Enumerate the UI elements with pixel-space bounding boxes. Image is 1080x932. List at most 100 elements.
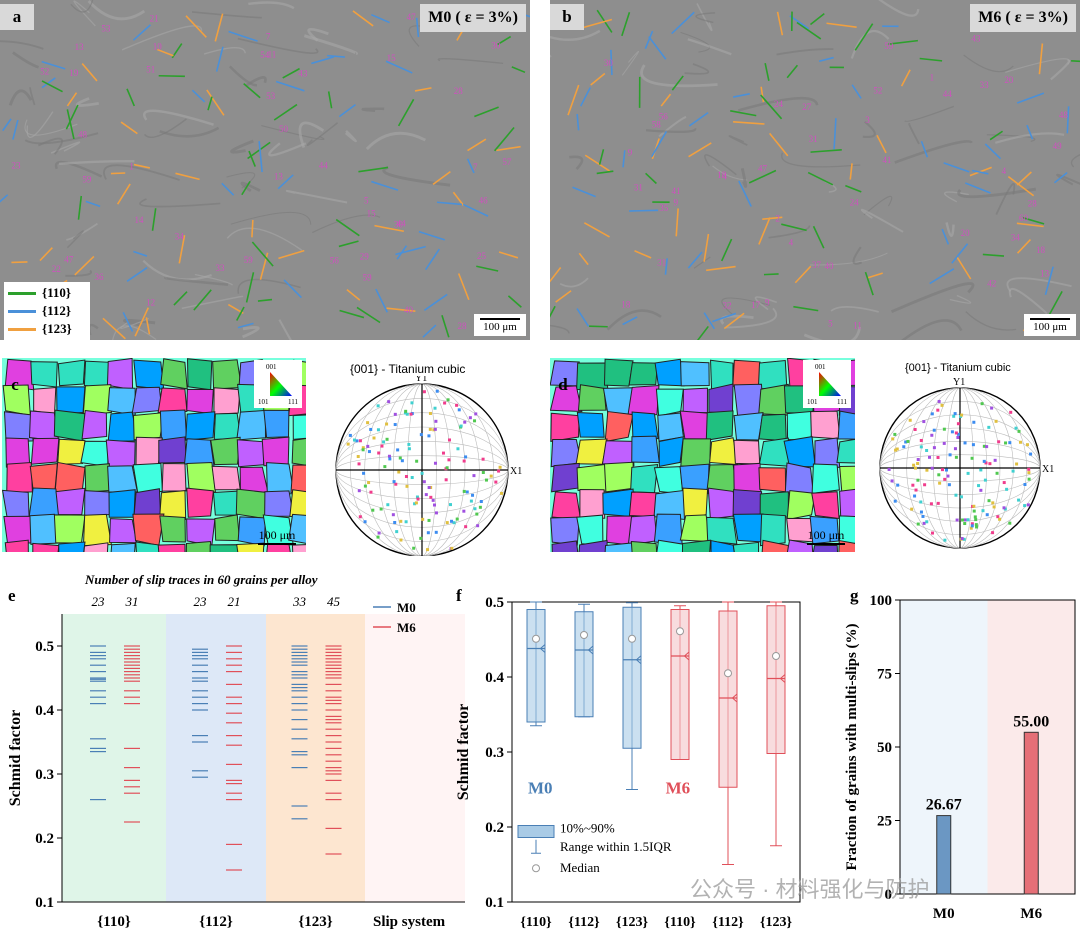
svg-text:47: 47 — [64, 254, 74, 264]
svg-text:52: 52 — [40, 67, 49, 77]
svg-text:15: 15 — [387, 53, 397, 63]
svg-text:48: 48 — [78, 130, 88, 140]
panel-label-g: g — [850, 586, 859, 605]
svg-text:60: 60 — [1019, 213, 1029, 223]
svg-text:18: 18 — [621, 299, 631, 309]
y-tick-label: 0.5 — [35, 639, 54, 655]
svg-text:20: 20 — [1004, 75, 1014, 85]
legend-item-112: {112} — [8, 302, 86, 320]
svg-text:34: 34 — [1011, 232, 1021, 242]
scale-bar-line — [807, 543, 845, 545]
ipf-label-001: 001 — [815, 363, 826, 371]
svg-text:53: 53 — [101, 24, 111, 34]
svg-text:46: 46 — [479, 196, 489, 206]
legend-median-icon — [532, 864, 540, 873]
bar-M6 — [1023, 731, 1039, 895]
x-category-label: {112} — [712, 915, 744, 930]
panel-label-e: e — [8, 586, 16, 605]
svg-text:28: 28 — [454, 86, 464, 96]
svg-text:48: 48 — [1059, 110, 1069, 120]
svg-text:3: 3 — [865, 115, 870, 125]
ebsd-map-d: d 001 101 111 100 μm — [550, 358, 855, 552]
svg-text:30: 30 — [604, 58, 614, 68]
svg-text:56: 56 — [330, 255, 340, 265]
scale-bar-line — [258, 543, 296, 545]
svg-text:58: 58 — [652, 119, 662, 129]
bar-M0 — [936, 815, 952, 895]
plot-frame — [511, 601, 801, 903]
count-label-m6: 21 — [228, 594, 241, 609]
y-tick-label: 75 — [877, 667, 892, 683]
svg-text:18: 18 — [1036, 245, 1046, 255]
panel-label-f: f — [456, 586, 462, 605]
pole-figure-title-d: {001} - Titanium cubic — [905, 362, 1011, 374]
legend-item-110: {110} — [8, 284, 86, 302]
svg-text:51: 51 — [146, 65, 155, 75]
slip-band-2 — [266, 614, 365, 902]
svg-text:41: 41 — [671, 186, 680, 196]
legend-label-M6: M6 — [397, 620, 416, 635]
scale-bar-a: 100 μm — [474, 314, 526, 336]
svg-text:9: 9 — [628, 148, 633, 158]
group-label-m6: M6 — [666, 778, 691, 797]
ipf-triangle-icon: 001 101 111 — [258, 363, 298, 406]
ipf-label-111: 111 — [837, 398, 847, 406]
svg-text:21: 21 — [150, 13, 159, 23]
chart-e: 0.1 0.2 0.3 0.4 0.5 Schmid factor Number of sl… — [7, 572, 465, 930]
svg-text:9: 9 — [674, 198, 679, 208]
scale-bar-c: 100 μm — [252, 528, 302, 548]
svg-text:14: 14 — [135, 215, 145, 225]
svg-text:31: 31 — [809, 134, 818, 144]
x-axis-label: Slip system — [373, 914, 446, 930]
micrograph-b-title: M6 ( ε = 3%) — [970, 4, 1076, 32]
legend-label-M0: M0 — [397, 600, 416, 615]
ipf-label-101: 101 — [807, 398, 818, 406]
y-tick-label: 25 — [877, 814, 892, 830]
svg-text:36: 36 — [94, 272, 104, 282]
svg-text:33: 33 — [215, 263, 225, 273]
ipf-label-111: 111 — [288, 398, 298, 406]
legend-swatch-110 — [8, 291, 36, 295]
y-tick-label: 0.3 — [485, 745, 504, 761]
y-axis-label: Schmid factor — [7, 710, 24, 806]
y-tick-label: 50 — [877, 740, 892, 756]
y-tick-label: 0.5 — [485, 595, 504, 611]
svg-text:41: 41 — [882, 155, 891, 165]
y-axis-label: Schmid factor — [455, 704, 472, 800]
x-category-label: M6 — [1020, 906, 1042, 922]
scale-bar-line — [1030, 318, 1070, 320]
ebsd-map-c: c 001 101 111 100 μm — [2, 358, 306, 552]
mean-marker — [628, 634, 636, 643]
slip-legend: {110} {112} {123} — [4, 282, 90, 340]
svg-text:15: 15 — [367, 208, 377, 218]
svg-text:18: 18 — [717, 170, 727, 180]
svg-text:59: 59 — [82, 174, 92, 184]
svg-text:44: 44 — [943, 89, 953, 99]
svg-text:34: 34 — [175, 231, 185, 241]
y-tick-label: 0.2 — [35, 831, 54, 847]
svg-text:40: 40 — [404, 305, 414, 315]
svg-text:13: 13 — [75, 42, 85, 52]
svg-text:59: 59 — [363, 272, 373, 282]
svg-text:43: 43 — [298, 68, 308, 78]
svg-text:56: 56 — [659, 111, 669, 121]
svg-text:10: 10 — [153, 41, 163, 51]
svg-text:13: 13 — [274, 172, 284, 182]
svg-text:25: 25 — [477, 251, 487, 261]
pole-axis-y-label: Y1 — [953, 377, 965, 388]
svg-text:12: 12 — [146, 297, 155, 307]
x-category-label: {112} — [199, 914, 233, 930]
svg-text:59: 59 — [244, 255, 254, 265]
box — [574, 611, 594, 718]
svg-text:31: 31 — [657, 257, 666, 267]
micrograph-a-title: M0 ( ε = 3%) — [420, 4, 526, 32]
x-category-label: {110} — [520, 915, 552, 930]
scale-bar-line — [480, 318, 520, 320]
y-tick-label: 0.1 — [35, 895, 54, 911]
chart-title: Number of slip traces in 60 grains per a… — [84, 572, 318, 587]
svg-text:47: 47 — [758, 163, 768, 173]
box — [766, 605, 786, 754]
svg-text:49: 49 — [1053, 141, 1063, 151]
box — [718, 610, 738, 788]
svg-text:23: 23 — [12, 160, 22, 170]
